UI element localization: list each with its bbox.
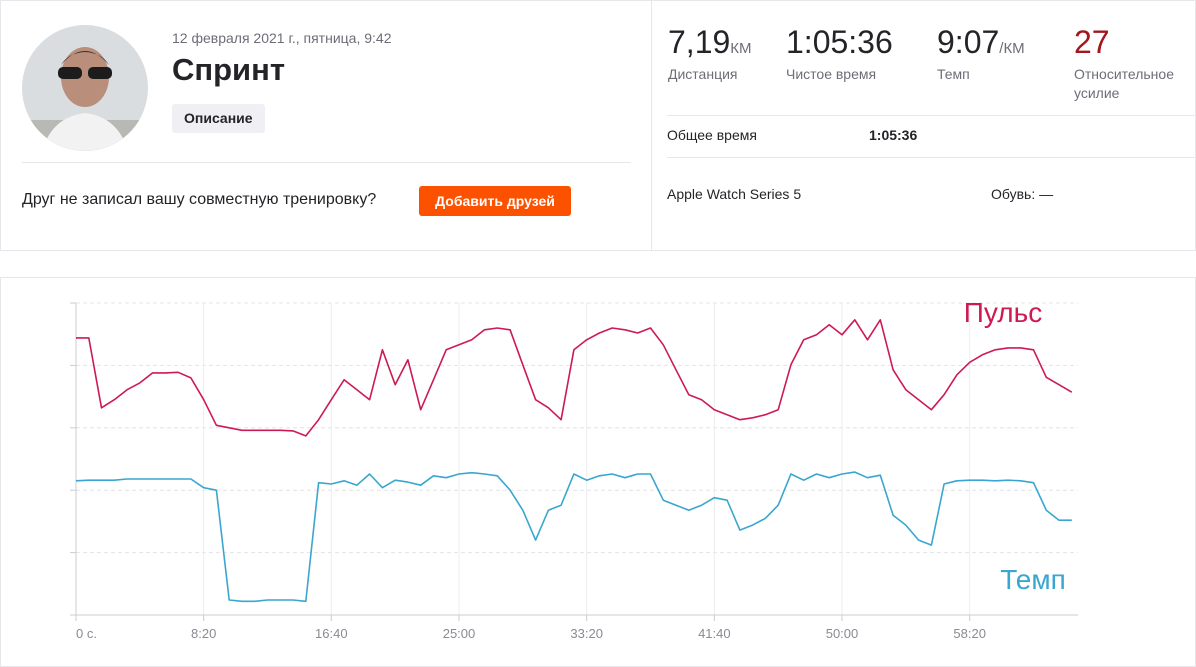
stat-label: Чистое время [786, 66, 877, 82]
x-tick-label: 25:00 [443, 626, 476, 641]
separator [667, 157, 1196, 158]
date: 12 февраля 2021 г., пятница, 9:42 [172, 30, 392, 46]
x-tick-label: 41:40 [698, 626, 731, 641]
description-button[interactable]: Описание [172, 104, 265, 133]
device: Apple Watch Series 5 [667, 186, 802, 202]
x-tick-label: 8:20 [191, 626, 216, 641]
shoes-value: — [1039, 186, 1054, 202]
x-tick-label: 50:00 [826, 626, 859, 641]
divider [651, 0, 652, 250]
shoes-label: Обувь: [991, 186, 1036, 202]
stat-label: Темп [937, 66, 970, 82]
stat: 1:05:36 Чистое время [786, 24, 896, 84]
avatar[interactable] [22, 25, 148, 151]
x-tick-label: 33:20 [570, 626, 603, 641]
add-friends-button[interactable]: Добавить друзей [419, 186, 571, 216]
prompt: Друг не записал вашу совместную трениров… [22, 191, 377, 208]
x-tick-label: 0 с. [76, 626, 97, 641]
stat: 9:07/КМ Темп [937, 24, 1047, 84]
stat-label: Относительное усилие [1074, 66, 1174, 101]
x-tick-label: 16:40 [315, 626, 348, 641]
series-line [76, 319, 1073, 437]
series-label: Пульс [964, 297, 1042, 328]
series-label: Темп [1000, 564, 1066, 595]
stat-value: 7,19 [668, 24, 731, 60]
stat-unit: КМ [730, 40, 752, 57]
title: Спринт [172, 52, 286, 87]
stat: 7,19КМ Дистанция [668, 24, 778, 84]
separator [22, 162, 631, 163]
total-time: 1:05:36 [869, 127, 918, 143]
x-tick-label: 58:20 [953, 626, 986, 641]
separator [667, 115, 1196, 116]
stat: 27 Относительное усилие [1074, 24, 1194, 103]
shoes: Обувь: — [991, 186, 1053, 202]
series-line [75, 471, 1072, 603]
stat-value: 9:07 [937, 24, 1000, 60]
stat-label: Дистанция [668, 66, 738, 82]
total-time-label: Общее время [667, 127, 757, 143]
stat-value: 1:05:36 [786, 24, 893, 60]
stat-unit: /КМ [999, 40, 1025, 57]
stat-value: 27 [1074, 24, 1110, 60]
